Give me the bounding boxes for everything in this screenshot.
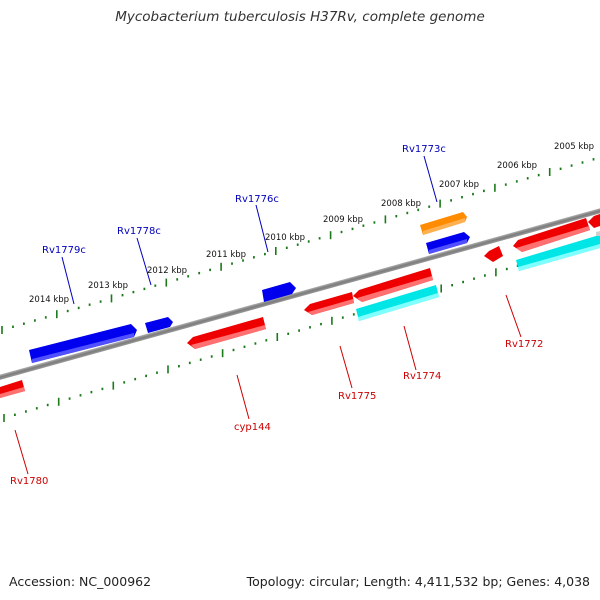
gene-rv1772[interactable] xyxy=(484,246,503,262)
kbp-label-2010: 2010 kbp xyxy=(265,233,305,243)
genome-summary-text: Topology: circular; Length: 4,411,532 bp… xyxy=(246,574,590,589)
kbp-label-2005: 2005 kbp xyxy=(554,142,594,152)
accession-text: Accession: NC_000962 xyxy=(9,574,152,589)
top-leader-lines xyxy=(61,155,438,305)
label-rv1779c: Rv1779c xyxy=(42,245,86,256)
label-rv1772: Rv1772 xyxy=(505,339,543,350)
forward-genes xyxy=(29,212,470,363)
kbp-label-group: 2005 kbp 2006 kbp 2007 kbp 2008 kbp 2009… xyxy=(29,142,594,305)
cds-features xyxy=(356,236,600,321)
kbp-label-2007: 2007 kbp xyxy=(439,180,479,190)
reverse-genes xyxy=(0,214,600,398)
kbp-label-2008: 2008 kbp xyxy=(381,199,421,209)
gene-rv1776c[interactable] xyxy=(262,282,296,302)
genome-backbone xyxy=(0,195,600,383)
bottom-gene-labels: Rv1772 Rv1774 Rv1775 cyp144 Rv1780 xyxy=(10,339,543,487)
kbp-label-2006: 2006 kbp xyxy=(497,161,537,171)
gene-rv1775[interactable] xyxy=(304,292,354,315)
kbp-label-2012: 2012 kbp xyxy=(147,266,187,276)
label-rv1778c: Rv1778c xyxy=(117,226,161,237)
kbp-label-2014: 2014 kbp xyxy=(29,295,69,305)
map-title: Mycobacterium tuberculosis H37Rv, comple… xyxy=(115,9,485,25)
label-cyp144: cyp144 xyxy=(234,422,271,433)
label-rv1775: Rv1775 xyxy=(338,391,376,402)
gene-rv1778c[interactable] xyxy=(145,317,173,333)
kbp-label-2013: 2013 kbp xyxy=(88,281,128,291)
gene-edge-feature xyxy=(588,214,600,228)
label-rv1776c: Rv1776c xyxy=(235,194,279,205)
kbp-label-2011: 2011 kbp xyxy=(206,250,246,260)
lower-tick-track xyxy=(3,241,596,422)
upper-tick-track xyxy=(1,158,595,334)
label-rv1773c: Rv1773c xyxy=(402,144,446,155)
kbp-label-2009: 2009 kbp xyxy=(323,215,363,225)
top-gene-labels: Rv1773c Rv1776c Rv1778c Rv1779c xyxy=(42,144,446,256)
label-rv1780: Rv1780 xyxy=(10,476,48,487)
bottom-leader-lines xyxy=(14,294,522,475)
label-rv1774: Rv1774 xyxy=(403,371,441,382)
